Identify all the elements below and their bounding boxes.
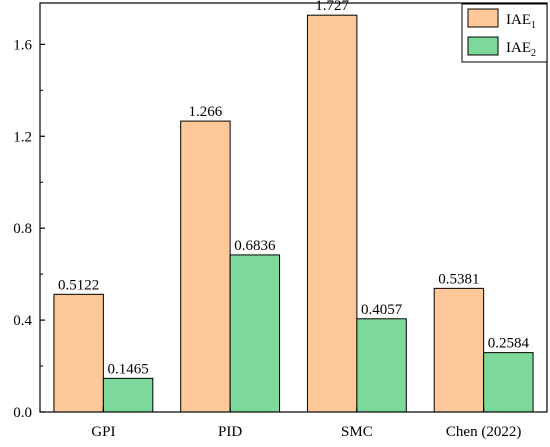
y-axis: 0.0 0.4 0.8 1.2 1.6: [13, 37, 45, 421]
bar-iae2-4: [483, 352, 534, 413]
legend-swatch-iae1: [467, 8, 499, 28]
y-tick-label: 0.0: [13, 405, 32, 421]
bar-iae1-2: [180, 120, 231, 413]
data-label-iae2-1: 0.1465: [107, 361, 148, 377]
data-label-iae1-4: 0.5381: [438, 271, 479, 287]
bar-iae1-1: [53, 293, 104, 413]
legend-label-subscript: 2: [531, 48, 536, 59]
y-tick-label: 0.4: [13, 313, 32, 329]
y-tick-label: 0.8: [13, 221, 32, 237]
legend-swatch-iae2: [467, 36, 499, 56]
x-tick-label: Chen (2022): [446, 424, 521, 440]
x-tick-label: GPI: [91, 424, 115, 440]
x-tick-label: PID: [218, 424, 242, 440]
bar-iae2-2: [229, 254, 281, 413]
data-label-iae1-1: 0.5122: [58, 277, 99, 293]
data-labels-layer: 0.5122 0.1465 1.266 0.6836 1.727 0.4057 0.5381…: [58, 0, 529, 377]
legend-label-iae1: IAE1: [506, 12, 536, 31]
bar-iae1-4: [433, 287, 485, 413]
data-label-iae1-2: 1.266: [189, 104, 223, 120]
legend-label-subscript: 1: [531, 20, 536, 31]
legend-label-base: IAE: [506, 40, 531, 56]
data-label-iae1-3: 1.727: [315, 0, 349, 14]
y-tick-label: 1.2: [13, 129, 32, 145]
x-axis: GPI PID SMC Chen (2022): [91, 407, 521, 440]
plot-frame: [39, 2, 548, 413]
bar-iae2-3: [356, 318, 407, 413]
x-tick-label: SMC: [341, 424, 373, 440]
data-label-iae2-2: 0.6836: [234, 238, 276, 254]
data-label-iae2-3: 0.4057: [361, 302, 403, 318]
legend-label-base: IAE: [506, 12, 531, 28]
legend-label-iae2: IAE2: [506, 40, 536, 59]
bar-iae2-1: [102, 377, 154, 413]
y-tick-label: 1.6: [13, 37, 32, 53]
data-label-iae2-4: 0.2584: [488, 336, 530, 352]
bars-layer: [53, 14, 534, 413]
bar-iae1-3: [306, 14, 358, 413]
